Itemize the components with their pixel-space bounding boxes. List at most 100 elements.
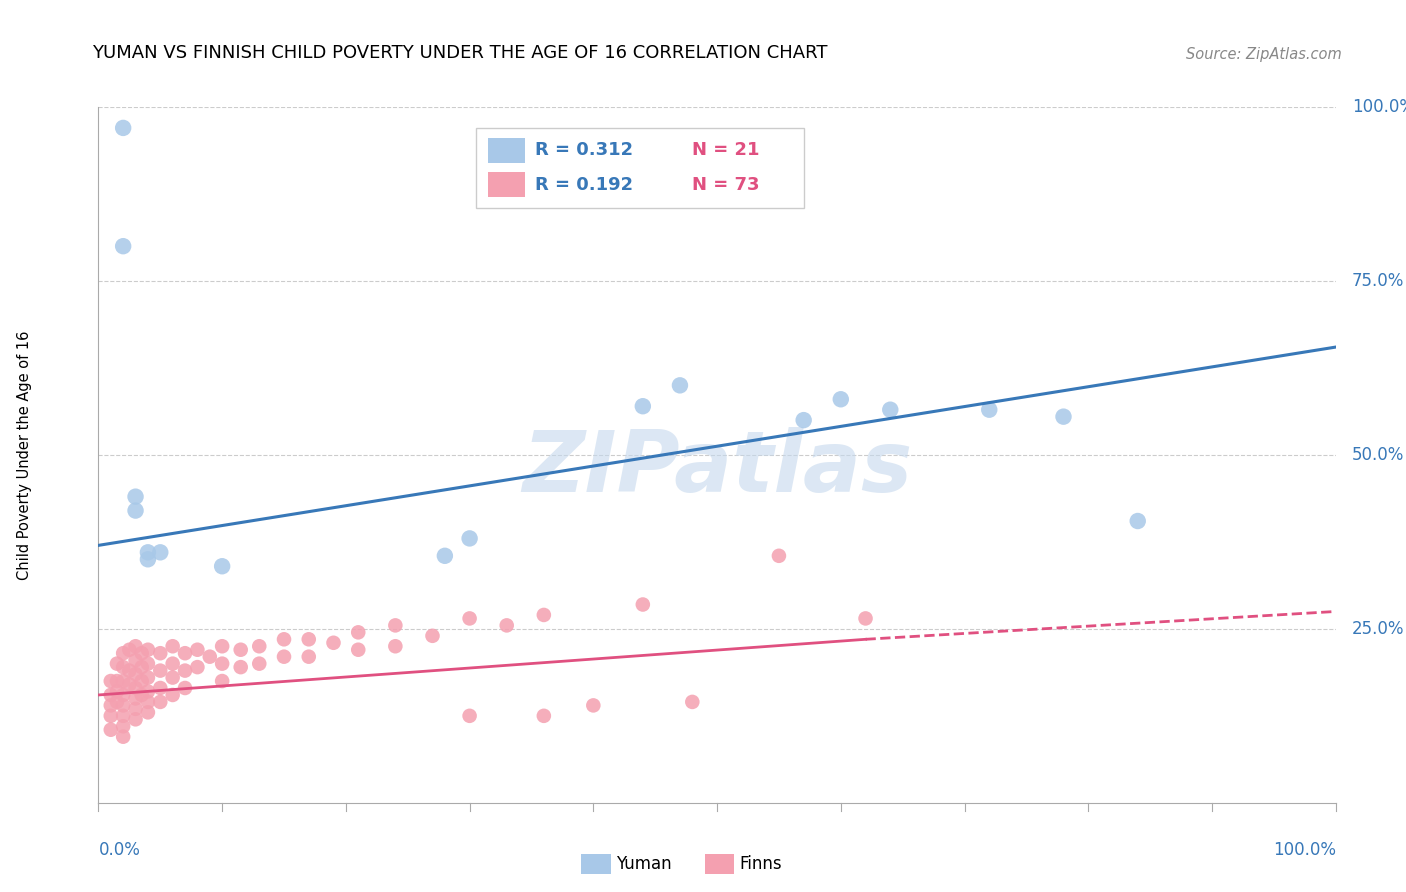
Point [149,646,172,660]
Point [124,490,146,504]
Point [681,695,703,709]
Point [100,674,122,689]
Point [174,681,197,695]
Point [422,629,444,643]
Point [131,660,153,674]
Point [118,677,141,691]
Point [211,639,233,653]
Point [162,639,184,653]
Text: N = 73: N = 73 [692,176,759,194]
Point [347,642,370,657]
Point [124,681,146,695]
Text: N = 21: N = 21 [692,141,759,159]
FancyBboxPatch shape [581,854,610,874]
Point [136,657,159,671]
Point [131,674,153,689]
Text: 25.0%: 25.0% [1351,620,1405,638]
Point [879,402,901,417]
Point [631,399,654,413]
Text: 75.0%: 75.0% [1351,272,1405,290]
Point [105,657,128,671]
Point [136,552,159,566]
Point [124,667,146,681]
Point [149,681,172,695]
Point [669,378,692,392]
Point [149,695,172,709]
Point [174,646,197,660]
Point [112,646,135,660]
Point [298,649,321,664]
FancyBboxPatch shape [488,137,526,162]
Text: ZIPatlas: ZIPatlas [522,427,912,510]
Point [112,660,135,674]
Point [229,660,252,674]
Point [112,674,135,689]
Point [855,611,877,625]
Point [124,503,146,517]
Point [136,545,159,559]
Point [458,708,481,723]
Point [131,646,153,660]
Point [533,607,555,622]
Point [136,695,159,709]
FancyBboxPatch shape [475,128,804,208]
Point [118,642,141,657]
Point [186,642,208,657]
Point [118,664,141,678]
Point [162,671,184,685]
Point [149,664,172,678]
Point [793,413,815,427]
Text: 100.0%: 100.0% [1351,98,1406,116]
Text: Source: ZipAtlas.com: Source: ZipAtlas.com [1187,46,1341,62]
Text: Yuman: Yuman [616,855,671,873]
Point [229,642,252,657]
Point [347,625,370,640]
Point [131,688,153,702]
Point [124,712,146,726]
Point [105,695,128,709]
Point [112,120,135,135]
Point [136,706,159,720]
Text: 50.0%: 50.0% [1351,446,1405,464]
Point [979,402,1001,417]
Point [105,674,128,689]
Point [1052,409,1074,424]
Text: Finns: Finns [740,855,782,873]
Point [211,657,233,671]
Point [162,688,184,702]
Point [124,639,146,653]
Point [211,559,233,574]
Point [100,708,122,723]
Point [112,698,135,713]
Point [136,671,159,685]
Point [186,660,208,674]
Point [149,545,172,559]
Point [100,723,122,737]
Text: Child Poverty Under the Age of 16: Child Poverty Under the Age of 16 [17,330,32,580]
Point [384,618,406,632]
Point [112,708,135,723]
FancyBboxPatch shape [704,854,734,874]
Point [198,649,221,664]
Point [112,688,135,702]
Text: R = 0.312: R = 0.312 [536,141,633,159]
Point [105,684,128,698]
Point [112,239,135,253]
Point [768,549,790,563]
Point [322,636,344,650]
Point [433,549,456,563]
Point [384,639,406,653]
Point [247,639,270,653]
Point [631,598,654,612]
Point [124,702,146,716]
Point [124,691,146,706]
Text: YUMAN VS FINNISH CHILD POVERTY UNDER THE AGE OF 16 CORRELATION CHART: YUMAN VS FINNISH CHILD POVERTY UNDER THE… [93,44,828,62]
Point [495,618,517,632]
Point [174,664,197,678]
Point [458,611,481,625]
Point [830,392,852,407]
Point [247,657,270,671]
Point [136,684,159,698]
Text: R = 0.192: R = 0.192 [536,176,633,194]
Text: 0.0%: 0.0% [98,841,141,859]
